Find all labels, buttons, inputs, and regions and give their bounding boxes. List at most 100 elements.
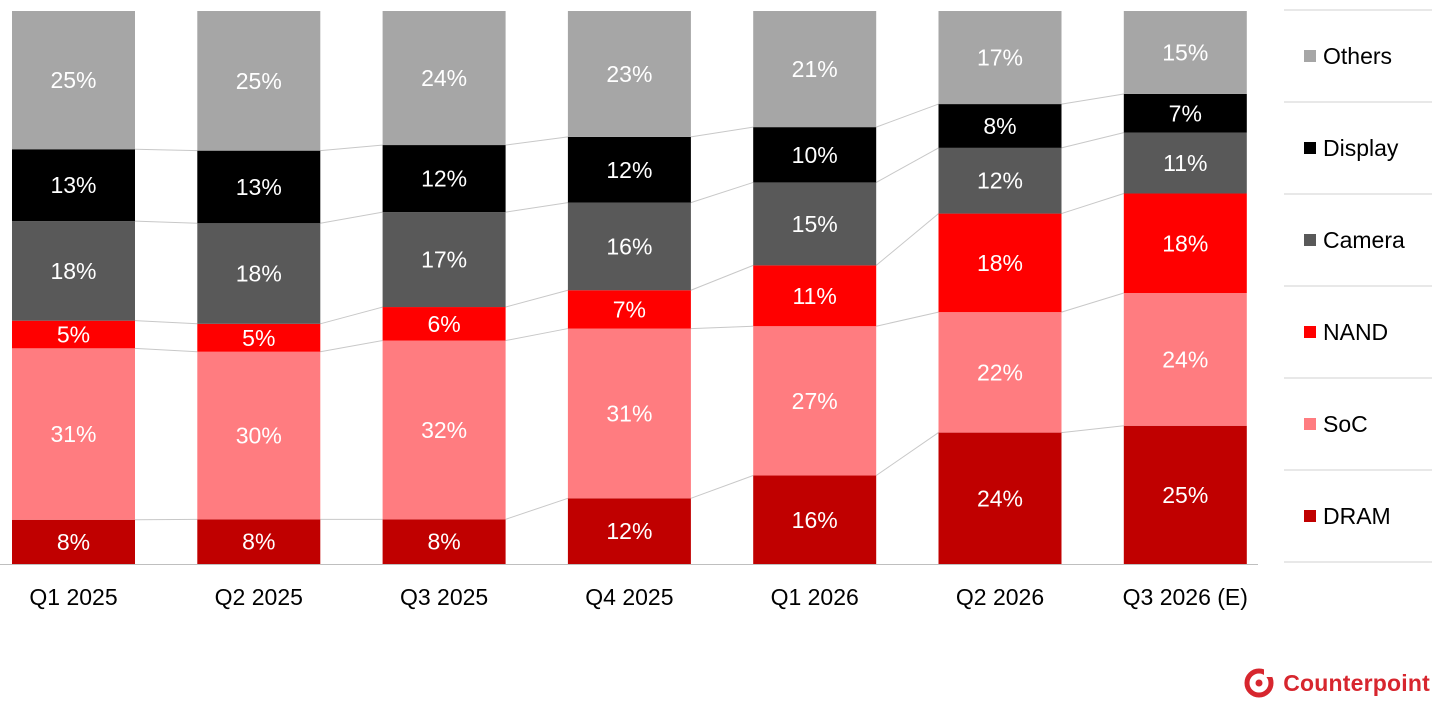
data-label: 24%	[1162, 346, 1208, 372]
connector-line-display	[320, 144, 383, 152]
data-label: 5%	[242, 325, 275, 351]
data-label: 18%	[977, 250, 1023, 276]
connector-line-nand	[320, 306, 383, 325]
connector-line-soc	[134, 347, 198, 353]
connector-line-dram	[1061, 425, 1124, 434]
bar-others-q2-2025	[197, 11, 321, 151]
data-label: 17%	[421, 247, 467, 273]
data-label: 15%	[1162, 39, 1208, 65]
data-labels: 8% 31% 5% 18% 13% 25% 8% 30% 5% 18% 13% 25% 8% 32% 6% 1…	[50, 39, 1208, 554]
bar-display-q2-2026	[938, 104, 1062, 148]
data-label: 7%	[1169, 100, 1202, 126]
data-label: 12%	[606, 518, 652, 544]
x-tick-label: Q2 2026	[956, 584, 1044, 610]
legend-label-display: Display	[1323, 135, 1399, 161]
connector-line-nand	[1061, 193, 1124, 215]
data-label: 12%	[606, 157, 652, 183]
bar-display-q2-2025	[197, 150, 321, 224]
connector-line-camera	[690, 181, 754, 204]
legend-swatch-others	[1304, 50, 1316, 62]
bar-nand-q2-2025	[197, 323, 321, 352]
connector-line-dram	[875, 432, 939, 476]
legend-label-soc: SoC	[1323, 411, 1368, 437]
x-tick-label: Q1 2026	[771, 584, 859, 610]
connector-line-soc	[505, 328, 568, 342]
data-label: 27%	[792, 388, 838, 414]
data-label: 12%	[421, 166, 467, 192]
connector-line-camera	[875, 147, 939, 183]
bar-camera-q2-2026	[938, 147, 1062, 214]
connector-line-nand	[505, 289, 569, 308]
data-label: 17%	[977, 45, 1023, 71]
data-label: 15%	[792, 211, 838, 237]
connector-line-camera	[320, 211, 383, 224]
legend-label-camera: Camera	[1323, 227, 1405, 253]
data-label: 10%	[792, 142, 838, 168]
connector-line-dram	[690, 475, 754, 499]
connector-line-soc	[690, 325, 754, 330]
connector-line-camera	[1061, 132, 1124, 149]
bar-display-q1-2026	[753, 127, 877, 183]
legend-swatch-nand	[1304, 326, 1316, 338]
bar-soc-q1-2026	[753, 326, 877, 476]
data-label: 21%	[792, 56, 838, 82]
bar-others-q3-2026-e	[1123, 11, 1247, 94]
data-label: 13%	[236, 174, 282, 200]
bar-display-q1-2025	[12, 149, 135, 222]
brand: Counterpoint	[1243, 667, 1430, 699]
legend-swatch-soc	[1304, 418, 1316, 430]
data-label: 6%	[427, 311, 460, 337]
data-label: 24%	[421, 65, 467, 91]
data-label: 11%	[1163, 150, 1207, 176]
bar-soc-q4-2025	[567, 328, 691, 499]
connector-line-camera	[505, 202, 568, 213]
data-label: 22%	[977, 359, 1023, 385]
legend-swatch-display	[1304, 142, 1316, 154]
bar-soc-q3-2025	[382, 340, 506, 520]
connector-line-nand	[134, 320, 198, 325]
connector-line-soc	[876, 311, 939, 327]
legend: Others Display Camera NAND SoC DRAM	[1284, 9, 1432, 563]
bars	[12, 11, 1247, 564]
data-label: 31%	[50, 421, 96, 447]
data-label: 25%	[1162, 482, 1208, 508]
x-tick-label: Q4 2025	[585, 584, 673, 610]
bar-soc-q1-2025	[12, 348, 135, 520]
data-label: 16%	[606, 233, 652, 259]
connector-line-display	[876, 103, 939, 128]
x-tick-label: Q3 2025	[400, 584, 488, 610]
counterpoint-logo-icon	[1244, 668, 1274, 698]
legend-swatch-camera	[1304, 234, 1316, 246]
legend-label-nand: NAND	[1323, 319, 1388, 345]
bar-soc-q2-2025	[197, 351, 321, 520]
legend-label-others: Others	[1323, 43, 1392, 69]
series-connector-lines	[134, 93, 1124, 521]
data-label: 18%	[1162, 230, 1208, 256]
bar-others-q2-2026	[938, 11, 1062, 105]
bar-dram-q1-2025	[12, 519, 135, 564]
bar-others-q3-2025	[382, 11, 506, 146]
bar-others-q4-2025	[567, 11, 691, 137]
bar-others-q1-2025	[12, 11, 135, 150]
bar-dram-q2-2025	[197, 519, 321, 564]
bar-camera-q2-2025	[197, 223, 321, 324]
bar-soc-q3-2026-e	[1123, 293, 1247, 426]
legend-swatch-dram	[1304, 510, 1316, 522]
data-label: 18%	[236, 261, 282, 287]
data-label: 32%	[421, 417, 467, 443]
bar-others-q1-2026	[753, 11, 877, 128]
connector-line-camera	[134, 220, 198, 224]
bar-display-q4-2025	[567, 136, 691, 203]
bar-dram-q2-2026	[938, 432, 1062, 564]
bar-nand-q3-2025	[382, 307, 506, 341]
data-label: 16%	[792, 507, 838, 533]
connector-line-soc	[1061, 292, 1124, 313]
data-label: 8%	[57, 529, 90, 555]
connector-line-display	[505, 136, 568, 146]
bar-display-q3-2025	[382, 145, 506, 213]
data-label: 25%	[236, 68, 282, 94]
bar-nand-q1-2025	[12, 320, 135, 349]
x-tick-label: Q3 2026 (E)	[1123, 584, 1248, 610]
bar-dram-q1-2026	[753, 475, 877, 564]
